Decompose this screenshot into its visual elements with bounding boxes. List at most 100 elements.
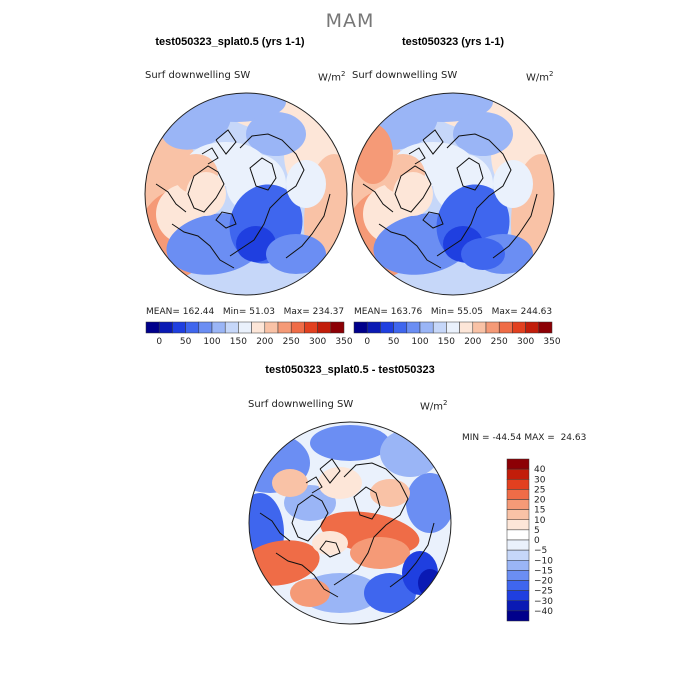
colorbar-swatch <box>506 600 530 612</box>
colorbar-swatch <box>380 321 394 334</box>
colorbar-swatch <box>224 321 239 334</box>
colorbar-tick-label: 350 <box>335 337 352 347</box>
colorbar-swatch <box>506 479 530 490</box>
figure-suptitle: MAM <box>325 10 375 32</box>
colorbar-tick-label: −30 <box>534 597 553 607</box>
colorbar-swatch <box>506 549 530 561</box>
colorbar-tick-label: −20 <box>534 577 553 587</box>
colorbar-swatch <box>506 529 530 541</box>
colorbar-tick-label: 25 <box>534 485 545 495</box>
colorbar-swatch <box>393 321 408 334</box>
colorbar-swatch <box>317 321 332 334</box>
colorbar-2: 0 50 100 150 200 250 300 350 <box>353 321 561 347</box>
colorbar-swatch <box>366 321 381 334</box>
panel1-variable-label: Surf downwelling SW <box>145 70 251 81</box>
colorbar-swatch <box>185 321 200 334</box>
map-boundary <box>351 92 555 296</box>
panel1-stats: MEAN= 162.44 Min= 51.03 Max= 234.37 <box>146 307 345 317</box>
colorbar-swatch <box>506 489 530 500</box>
colorbar-swatch <box>506 468 530 480</box>
polar-map-3 <box>249 422 451 624</box>
colorbar-1: 0 50 100 150 200 250 300 350 <box>145 321 353 347</box>
colorbar-swatch <box>406 321 421 334</box>
colorbar-swatch <box>525 321 540 334</box>
colorbar-tick-label: 350 <box>543 337 560 347</box>
colorbar-tick-label: 100 <box>411 337 428 347</box>
colorbar-swatch <box>512 321 526 334</box>
polar-map-1 <box>145 93 347 295</box>
colorbar-swatch <box>158 321 173 334</box>
polar-map-2 <box>352 93 554 295</box>
colorbar-tick-label: −40 <box>534 607 553 617</box>
panel2-units-label: W/m2 <box>526 70 554 84</box>
colorbar-tick-label: 15 <box>534 506 545 516</box>
colorbar-tick-label: 300 <box>309 337 326 347</box>
colorbar-swatch <box>304 321 318 334</box>
colorbar-swatch <box>506 509 530 520</box>
colorbar-swatch <box>506 580 530 591</box>
colorbar-swatch <box>432 321 447 334</box>
colorbar-tick-label: 30 <box>534 475 546 485</box>
colorbar-swatch <box>277 321 292 334</box>
colorbar-tick-label: −10 <box>534 556 553 566</box>
colorbar-tick-label: 10 <box>534 516 546 526</box>
colorbar-swatch <box>251 321 266 334</box>
panel2-variable-label: Surf downwelling SW <box>352 70 458 81</box>
colorbar-tick-label: 0 <box>156 337 162 347</box>
diff-variable-label: Surf downwelling SW <box>248 399 354 410</box>
colorbar-swatch <box>506 499 530 510</box>
colorbar-swatch <box>506 590 530 601</box>
colorbar-tick-label: 50 <box>180 337 192 347</box>
colorbar-swatch <box>498 321 513 334</box>
colorbar-swatch <box>506 519 530 531</box>
colorbar-tick-label: 150 <box>230 337 247 347</box>
diff-minmax: MIN = -44.54 MAX = 24.63 <box>462 433 587 443</box>
colorbar-tick-label: 250 <box>283 337 300 347</box>
colorbar-tick-label: −5 <box>534 546 547 556</box>
colorbar-tick-label: 40 <box>534 465 546 475</box>
colorbar-swatch <box>198 321 213 334</box>
colorbar-swatch <box>264 321 279 334</box>
colorbar-swatch <box>419 321 434 334</box>
colorbar-swatch <box>446 321 460 334</box>
colorbar-swatch <box>459 321 474 334</box>
colorbar-swatch <box>472 321 487 334</box>
colorbar-tick-label: 150 <box>438 337 455 347</box>
colorbar-tick-label: −15 <box>534 566 553 576</box>
panel1-title: test050323_splat0.5 (yrs 1-1) <box>155 36 305 48</box>
colorbar-tick-label: 0 <box>534 536 540 546</box>
colorbar-tick-label: 100 <box>203 337 220 347</box>
colorbar-swatch <box>353 321 368 334</box>
colorbar-swatch <box>506 560 530 571</box>
panel2-stats: MEAN= 163.76 Min= 55.05 Max= 244.63 <box>354 307 553 317</box>
colorbar-tick-label: 250 <box>491 337 508 347</box>
colorbar-tick-label: 200 <box>464 337 481 347</box>
colorbar-tick-label: 50 <box>388 337 400 347</box>
colorbar-swatch <box>506 539 530 551</box>
colorbar-swatch <box>506 570 530 581</box>
colorbar-swatch <box>506 458 530 470</box>
diff-units-label: W/m2 <box>420 399 448 413</box>
colorbar-swatch <box>538 321 553 334</box>
colorbar-swatch <box>330 321 345 334</box>
diff-title: test050323_splat0.5 - test050323 <box>265 364 435 376</box>
colorbar-tick-label: −25 <box>534 587 553 597</box>
panel2-title: test050323 (yrs 1-1) <box>401 36 505 48</box>
colorbar-tick-label: 5 <box>534 526 540 536</box>
colorbar-swatch <box>238 321 252 334</box>
panel1-units-label: W/m2 <box>318 70 346 84</box>
colorbar-tick-label: 300 <box>517 337 534 347</box>
colorbar-tick-label: 0 <box>364 337 370 347</box>
colorbar-swatch <box>211 321 226 334</box>
colorbar-swatch <box>485 321 500 334</box>
map-boundary <box>144 92 348 296</box>
colorbar-swatch <box>172 321 186 334</box>
colorbar-tick-label: 200 <box>256 337 273 347</box>
colorbar-swatch <box>290 321 305 334</box>
map-boundary <box>248 421 452 625</box>
colorbar-swatch <box>506 610 530 622</box>
colorbar-swatch <box>145 321 160 334</box>
colorbar-tick-label: 20 <box>534 496 546 506</box>
